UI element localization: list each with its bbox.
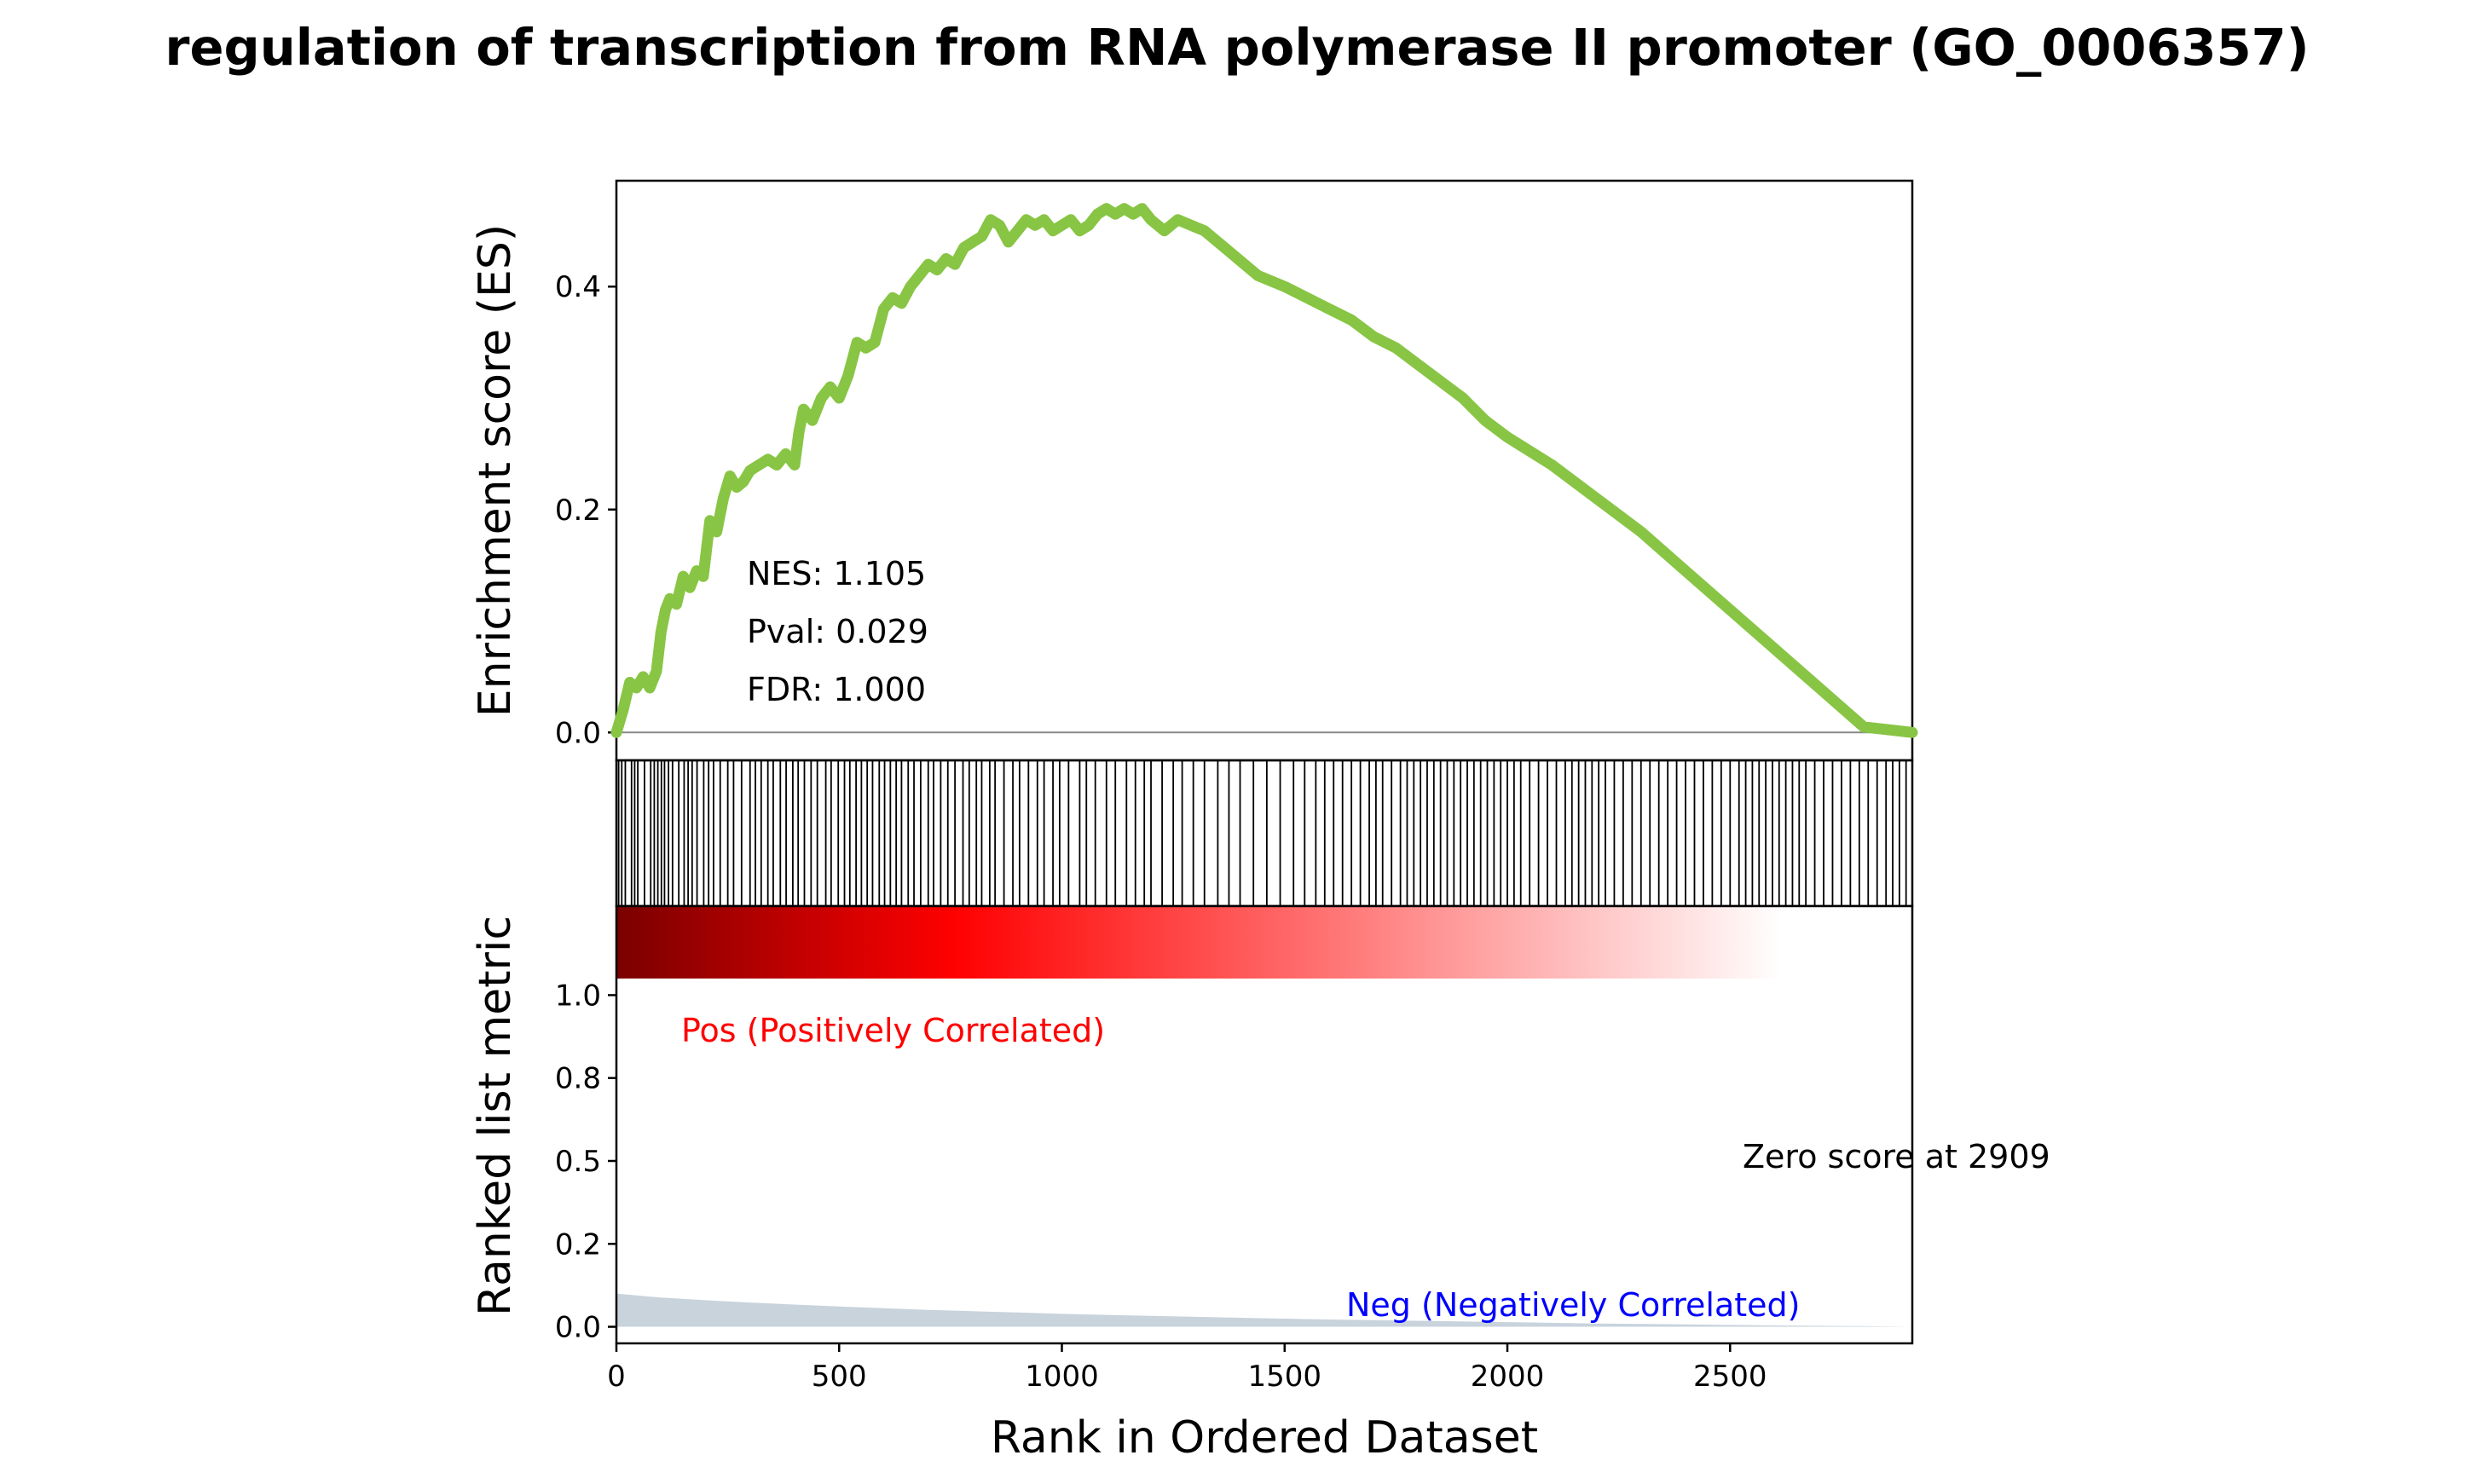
rank-tick-label: 0.0 xyxy=(555,1311,601,1345)
x-tick-label: 1500 xyxy=(1248,1360,1322,1394)
ranked-metric-area xyxy=(616,1293,1912,1327)
hits-panel xyxy=(615,759,1914,908)
es-y-axis-label: Enrichment score (ES) xyxy=(470,224,521,717)
gene-hit-marks xyxy=(617,760,1907,906)
rank-tick-label: 0.5 xyxy=(555,1145,601,1179)
x-tick-label: 500 xyxy=(812,1360,867,1394)
rank-gradient-bar xyxy=(616,906,1912,979)
rank-panel: 0.0 0.2 0.5 0.8 1.0 0 500 1000 1500 2000 2500 Pos… xyxy=(470,904,2050,1464)
positive-correlation-label: Pos (Positively Correlated) xyxy=(681,1012,1105,1049)
es-panel: 0.0 0.2 0.4 NES: 1.105 Pval: 0.029 FDR: 1.… xyxy=(470,179,1918,762)
rank-tick-label: 1.0 xyxy=(555,979,601,1013)
enrichment-score-line xyxy=(610,203,1918,738)
es-tick-label: 0.0 xyxy=(555,716,601,750)
es-y-ticks: 0.0 0.2 0.4 xyxy=(555,270,616,750)
rank-tick-label: 0.2 xyxy=(555,1227,601,1262)
rank-y-axis-label: Ranked list metric xyxy=(470,915,521,1316)
rank-tick-label: 0.8 xyxy=(555,1062,601,1096)
x-tick-label: 0 xyxy=(607,1360,626,1394)
x-tick-label: 1000 xyxy=(1025,1360,1099,1394)
zero-score-label: Zero score at 2909 xyxy=(1743,1138,2050,1175)
x-axis-label: Rank in Ordered Dataset xyxy=(991,1412,1538,1464)
chart-title: regulation of transcription from RNA pol… xyxy=(165,18,2309,77)
rank-y-ticks: 0.0 0.2 0.5 0.8 1.0 xyxy=(555,979,616,1345)
pval-stat: Pval: 0.029 xyxy=(747,613,928,650)
x-axis-ticks: 0 500 1000 1500 2000 2500 xyxy=(607,1343,1767,1394)
es-tick-label: 0.2 xyxy=(555,494,601,528)
fdr-stat: FDR: 1.000 xyxy=(747,671,926,708)
rank-panel-frame xyxy=(615,904,1914,1345)
x-tick-label: 2500 xyxy=(1693,1360,1767,1394)
es-tick-label: 0.4 xyxy=(555,270,601,304)
x-tick-label: 2000 xyxy=(1471,1360,1545,1394)
nes-stat: NES: 1.105 xyxy=(747,555,926,592)
negative-correlation-label: Neg (Negatively Correlated) xyxy=(1346,1286,1800,1324)
